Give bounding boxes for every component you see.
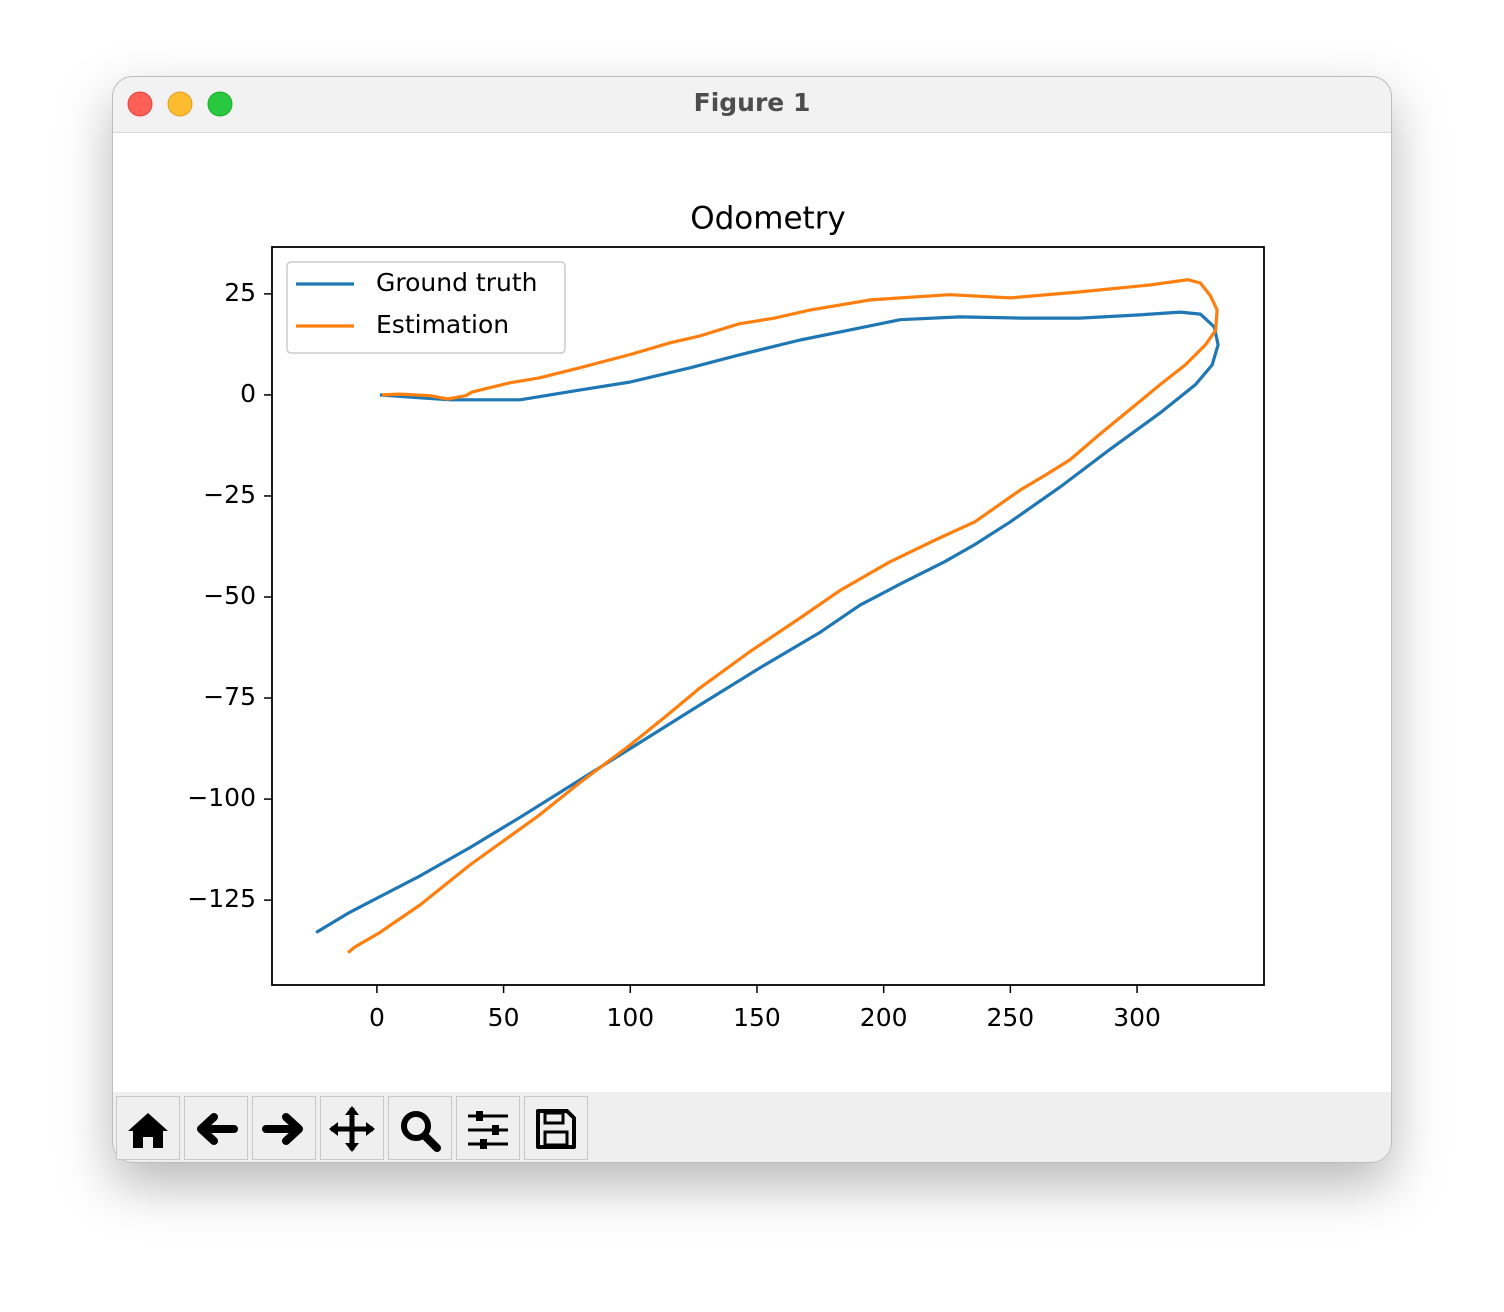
- window: Figure 1: [112, 76, 1392, 1163]
- minimize-button[interactable]: [167, 91, 193, 117]
- legend-label: Ground truth: [376, 268, 537, 297]
- window-border: [112, 76, 1392, 1163]
- legend-box: [286, 261, 566, 354]
- x-tick-label: 100: [606, 1003, 654, 1032]
- y-tick-label: −125: [187, 884, 256, 913]
- forward-button[interactable]: [252, 1096, 316, 1160]
- window-frame: [112, 76, 1392, 1163]
- y-tick-label: 0: [240, 379, 256, 408]
- x-tick-label: 200: [860, 1003, 908, 1032]
- window-title: Figure 1: [694, 88, 811, 117]
- zoom-tool-button[interactable]: [388, 1096, 452, 1160]
- x-tick-label: 150: [733, 1003, 781, 1032]
- save-button[interactable]: [524, 1096, 588, 1160]
- y-tick-label: 25: [224, 278, 256, 307]
- zoom-button[interactable]: [207, 91, 233, 117]
- x-tick-label: 50: [488, 1003, 520, 1032]
- configure-button[interactable]: [456, 1096, 520, 1160]
- chart-title: Odometry: [690, 201, 846, 237]
- y-tick-label: −50: [203, 581, 256, 610]
- x-tick-label: 0: [369, 1003, 385, 1032]
- legend: Ground truth Estimation: [286, 261, 566, 354]
- x-tick-label: 300: [1113, 1003, 1161, 1032]
- pan-button[interactable]: [320, 1096, 384, 1160]
- axes-frame: [271, 246, 1265, 986]
- series-line: [315, 310, 1220, 934]
- series-line: [346, 278, 1219, 954]
- plot-area: 0 50 100 150 200 250 300 −125 −100 −75 −50 −25 0 25 Gr…: [187, 246, 1265, 1032]
- close-button[interactable]: [127, 91, 153, 117]
- home-button[interactable]: [116, 1096, 180, 1160]
- x-tick-label: 250: [987, 1003, 1035, 1032]
- title-bar: [112, 76, 1392, 132]
- legend-label: Estimation: [376, 310, 509, 339]
- y-tick-label: −100: [187, 783, 256, 812]
- toolbar-buttons: [116, 1096, 588, 1160]
- back-button[interactable]: [184, 1096, 248, 1160]
- y-tick-label: −75: [203, 682, 256, 711]
- y-tick-label: −25: [203, 480, 256, 509]
